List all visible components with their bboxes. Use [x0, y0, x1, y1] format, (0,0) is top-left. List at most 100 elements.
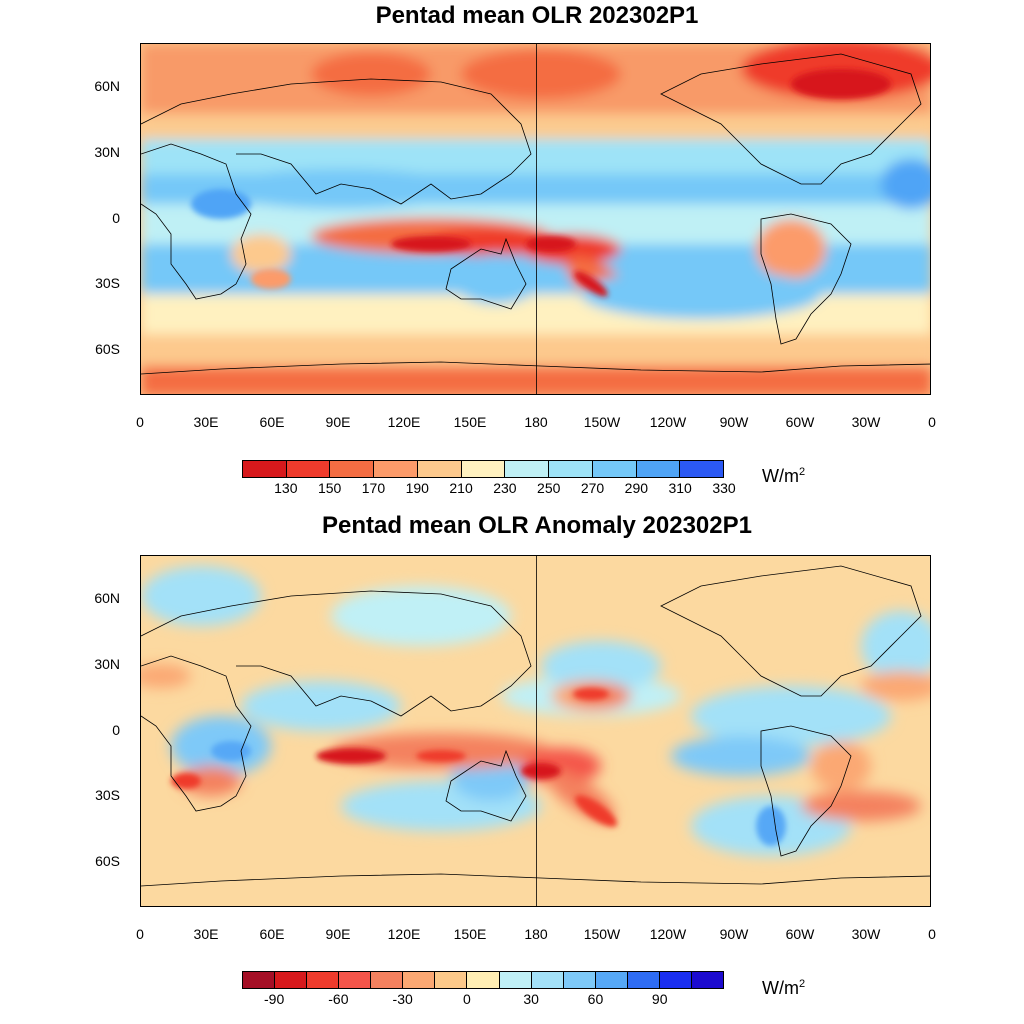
colorbar-tick-label: -90	[264, 991, 285, 1007]
colorbar-tick-label: 210	[449, 480, 473, 496]
lon-label: 150E	[453, 414, 487, 430]
anomaly-colorbar	[242, 971, 724, 989]
lon-label: 180	[524, 926, 548, 942]
coast-eurasia	[141, 78, 532, 205]
lon-label: 60E	[259, 414, 285, 430]
colorbar-segment	[659, 972, 692, 988]
colorbar-segment	[461, 461, 506, 477]
lon-label: 120E	[387, 926, 421, 942]
colorbar-tick-label: 250	[537, 480, 561, 496]
colorbar-tick-label: 330	[712, 480, 736, 496]
anomaly-map-svg	[141, 556, 930, 906]
lat-label-60s: 60S	[95, 853, 120, 869]
colorbar-segment	[403, 972, 436, 988]
coast-antarctica	[141, 361, 930, 375]
colorbar-segment	[330, 461, 375, 477]
colorbar-tick-label: -30	[392, 991, 413, 1007]
units-label: W/m2	[762, 466, 805, 487]
coastlines	[141, 556, 930, 906]
colorbar-segment	[467, 972, 500, 988]
lon-label: 30W	[851, 926, 881, 942]
colorbar-tick-label: -60	[328, 991, 349, 1007]
units-label: W/m2	[762, 978, 805, 999]
colorbar-segment	[286, 461, 331, 477]
colorbar-tick-label: 190	[405, 480, 429, 496]
colorbar-segment	[691, 972, 723, 988]
colorbar-tick-label: 270	[580, 480, 605, 496]
colorbar-segment	[243, 972, 276, 988]
colorbar-segment	[275, 972, 308, 988]
lon-label: 150W	[583, 414, 621, 430]
lat-label-60n: 60N	[94, 78, 120, 94]
olr-map-svg	[141, 44, 930, 394]
lat-label-eq: 0	[112, 210, 120, 226]
lon-label: 120W	[649, 926, 687, 942]
colorbar-segment	[243, 461, 287, 477]
lon-label: 0	[928, 414, 936, 430]
coast-eurasia	[141, 590, 532, 717]
lon-label: 90E	[325, 926, 351, 942]
colorbar-tick-label: 30	[523, 991, 539, 1007]
lon-label: 90E	[325, 414, 351, 430]
lon-label: 30W	[851, 414, 881, 430]
colorbar-tick-label: 230	[493, 480, 517, 496]
colorbar-segment	[627, 972, 660, 988]
olr-colorbar	[242, 460, 724, 478]
olr-map	[140, 43, 931, 395]
colorbar-segment	[374, 461, 418, 477]
colorbar-tick-label: 60	[587, 991, 604, 1007]
colorbar-segment	[531, 972, 564, 988]
units-base: W/m	[762, 466, 799, 486]
coast-antarctica	[141, 873, 930, 887]
colorbar-segment	[595, 972, 628, 988]
lon-label: 0	[136, 414, 144, 430]
colorbar-segment	[505, 461, 550, 477]
olr-field	[141, 44, 930, 394]
colorbar-segment	[417, 461, 462, 477]
colorbar-segment	[371, 972, 404, 988]
colorbar-tick-label: 310	[668, 480, 692, 496]
lon-label: 60E	[259, 926, 285, 942]
lat-label-30s: 30S	[95, 787, 120, 803]
lon-label: 150W	[583, 926, 621, 942]
anomaly-detail	[171, 688, 786, 846]
panel-title: Pentad mean OLR 202302P1	[375, 2, 699, 29]
anomaly-map	[140, 555, 931, 907]
lon-label: 0	[136, 926, 144, 942]
lon-label: 90W	[719, 414, 749, 430]
colorbar-tick-label: 90	[651, 991, 668, 1007]
colorbar-tick-label: 0	[463, 991, 471, 1007]
colorbar-tick-label: 290	[624, 480, 649, 496]
lat-label-60s: 60S	[95, 341, 120, 357]
lon-label: 30E	[193, 926, 219, 942]
coast-africa	[141, 143, 252, 300]
lat-label-30n: 30N	[94, 656, 120, 672]
panel-title: Pentad mean OLR Anomaly 202302P1	[322, 512, 752, 539]
units-exp: 2	[798, 466, 806, 478]
coast-south-america	[760, 725, 852, 857]
colorbar-segment	[592, 461, 637, 477]
lon-label: 120W	[649, 414, 687, 430]
colorbar-segment	[636, 461, 681, 477]
colorbar-segment	[549, 461, 593, 477]
colorbar-segment	[339, 972, 372, 988]
coast-australia	[445, 749, 527, 822]
colorbar-segment	[680, 461, 724, 477]
coast-north-america	[660, 565, 922, 697]
colorbar-tick-label: 170	[361, 480, 386, 496]
lon-label: 30E	[193, 414, 219, 430]
colorbar-tick-label: 150	[317, 480, 342, 496]
colorbar-segment	[563, 972, 596, 988]
coast-south-america	[760, 213, 852, 345]
lon-label: 60W	[785, 926, 815, 942]
lon-label: 90W	[719, 926, 749, 942]
units-base: W/m	[762, 978, 799, 998]
lon-label: 150E	[453, 926, 487, 942]
lat-label-30n: 30N	[94, 144, 120, 160]
lon-label: 120E	[387, 414, 421, 430]
colorbar-segment	[307, 972, 340, 988]
lat-label-eq: 0	[112, 722, 120, 738]
colorbar-segment	[499, 972, 532, 988]
coast-australia	[445, 237, 527, 310]
units-exp: 2	[798, 978, 806, 990]
